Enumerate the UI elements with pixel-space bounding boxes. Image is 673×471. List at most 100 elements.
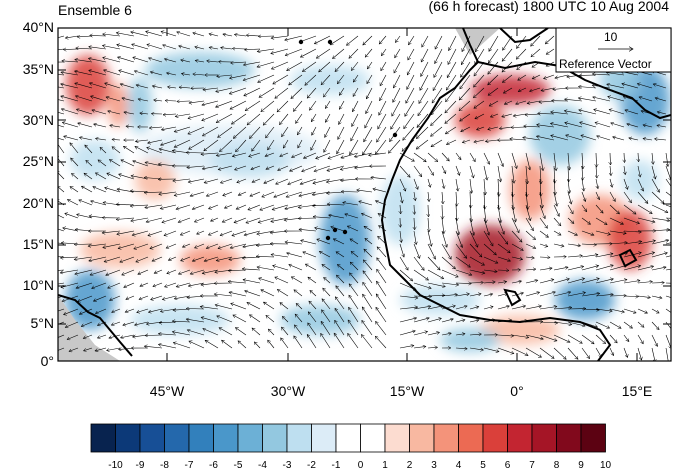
wind-vector — [394, 48, 401, 58]
wind-vector — [427, 269, 444, 279]
wind-vector — [178, 269, 191, 274]
wind-vector — [554, 165, 555, 183]
wind-vector — [637, 84, 653, 89]
wind-vector — [291, 87, 303, 99]
wind-vector — [525, 152, 530, 170]
wind-vector — [324, 277, 331, 284]
wind-vector — [135, 146, 149, 154]
anomaly-blob — [622, 160, 658, 200]
wind-vector — [325, 113, 331, 122]
wind-vector — [441, 333, 451, 335]
wind-vector — [351, 126, 359, 141]
wind-vector — [133, 57, 149, 63]
colorbar-swatch — [286, 423, 312, 453]
wind-vector — [665, 204, 671, 208]
wind-vector — [246, 217, 261, 223]
wind-vector — [254, 342, 261, 349]
wind-vector — [581, 334, 594, 344]
wind-vector — [414, 204, 415, 215]
wind-vector — [609, 296, 626, 297]
wind-vector — [323, 87, 331, 97]
wind-vector — [159, 191, 177, 194]
wind-vector — [553, 230, 561, 235]
wind-vector — [307, 334, 317, 349]
colorbar-swatch — [115, 423, 141, 453]
wind-vector — [609, 308, 624, 312]
wind-vector — [315, 228, 331, 232]
wind-vector — [377, 269, 387, 284]
wind-vector — [448, 48, 457, 65]
wind-vector — [132, 44, 149, 50]
wind-vector — [592, 74, 611, 75]
wind-vector — [470, 204, 471, 222]
wind-vector — [266, 126, 275, 138]
wind-vector — [553, 217, 561, 226]
wind-vector — [189, 341, 205, 349]
wind-vector — [195, 243, 205, 248]
wind-vector — [289, 74, 303, 85]
wind-vector — [334, 320, 345, 336]
wind-vector — [178, 217, 191, 222]
anomaly-blob — [440, 328, 500, 352]
anomaly-blob — [80, 232, 160, 268]
wind-vector — [433, 74, 443, 91]
wind-vector — [483, 294, 493, 296]
wind-vector — [502, 61, 513, 72]
wind-vector — [376, 294, 387, 310]
wind-vector — [58, 99, 65, 102]
wind-vector — [419, 87, 429, 104]
wind-vector — [513, 113, 527, 116]
wind-vector — [637, 191, 648, 204]
wind-vector — [578, 98, 597, 102]
wind-vector — [167, 269, 177, 274]
wind-vector — [624, 152, 625, 163]
wind-vector — [216, 100, 233, 107]
wind-vector — [441, 256, 456, 269]
coastline — [380, 28, 612, 361]
wind-vector — [651, 240, 669, 245]
wind-vector — [314, 165, 331, 171]
wind-vector — [95, 173, 107, 180]
wind-vector — [236, 139, 247, 152]
wind-vector — [244, 87, 261, 96]
wind-vector — [263, 302, 275, 310]
colorbar-label: 7 — [529, 460, 535, 471]
wind-vector — [537, 125, 555, 128]
wind-vector — [173, 178, 191, 181]
wind-vector — [607, 84, 625, 89]
wind-vector — [286, 191, 303, 197]
wind-vector — [349, 307, 359, 323]
lat-label-30n: 30°N — [22, 112, 54, 128]
wind-vector — [136, 85, 149, 89]
wind-vector — [378, 236, 387, 245]
wind-vector — [637, 165, 640, 177]
wind-vector — [223, 34, 233, 36]
wind-vector — [117, 45, 135, 50]
wind-vector — [651, 334, 658, 346]
wind-vector — [539, 322, 558, 323]
wind-vector — [502, 113, 513, 117]
wind-vector — [149, 127, 163, 128]
wind-vector — [567, 321, 585, 326]
wind-vector — [623, 281, 640, 284]
wind-vector — [518, 74, 527, 81]
wind-vector — [595, 308, 612, 311]
wind-vector — [313, 178, 331, 183]
wind-vector — [271, 255, 289, 258]
wind-vector — [469, 294, 481, 297]
wind-vector — [257, 267, 275, 271]
wind-vector — [469, 307, 479, 310]
wind-vector — [330, 35, 345, 46]
wind-vector — [107, 173, 121, 180]
wind-vector — [205, 340, 219, 349]
wind-vector — [268, 139, 275, 150]
wind-vector — [351, 61, 359, 71]
wind-vector — [446, 87, 457, 102]
wind-vector — [182, 243, 191, 247]
wind-vector — [75, 59, 93, 63]
wind-vector — [317, 239, 331, 245]
wind-vector — [665, 347, 669, 361]
wind-vector — [278, 165, 289, 170]
wind-vector — [176, 282, 191, 287]
wind-vector — [399, 243, 404, 257]
